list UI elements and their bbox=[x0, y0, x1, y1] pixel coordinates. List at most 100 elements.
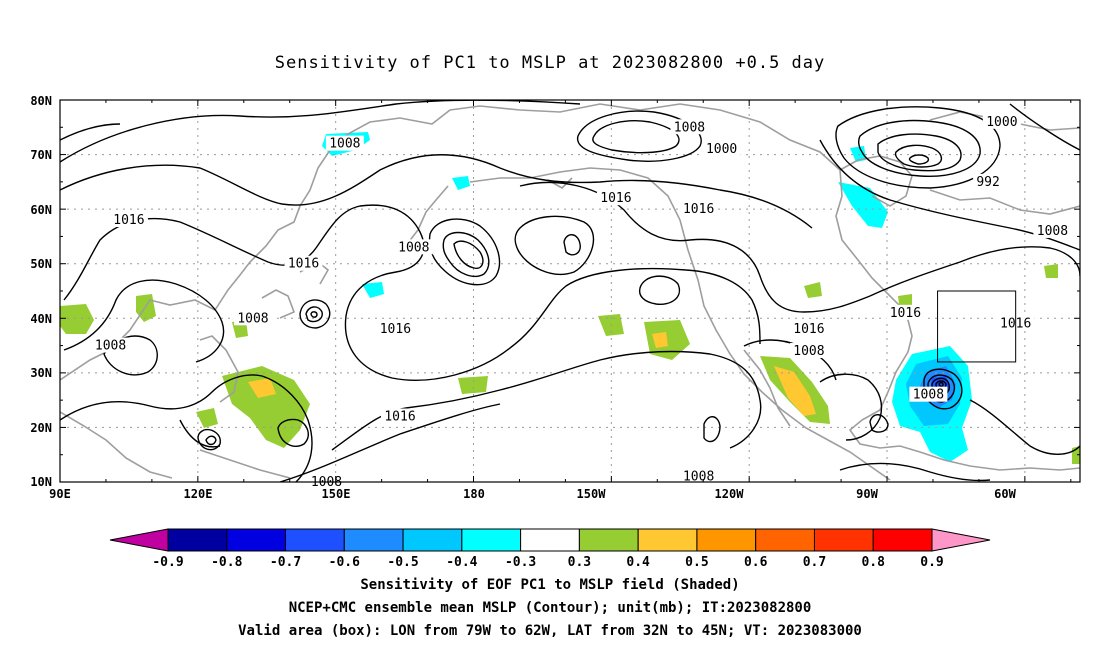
shade-yellow-philippine bbox=[248, 378, 276, 398]
colorbar-label: -0.6 bbox=[329, 555, 360, 570]
latitude-labels: 80N 70N 60N 50N 40N 30N 20N 10N bbox=[30, 94, 52, 489]
colorbar-label: -0.3 bbox=[505, 555, 536, 570]
colorbar-min-triangle bbox=[109, 528, 169, 552]
contour-label-bg bbox=[376, 321, 415, 337]
contour-label: 1008 bbox=[683, 470, 714, 485]
contour-label: 1000 bbox=[706, 142, 737, 157]
colorbar-label: 0.3 bbox=[568, 555, 591, 570]
colorbar-swatch bbox=[637, 528, 698, 552]
colorbar-labels: -0.9 -0.8 -0.7 -0.6 -0.5 -0.4 -0.3 0.3 0.4 0.5 0.6… bbox=[152, 555, 943, 570]
lat-label-60n: 60N bbox=[30, 203, 52, 217]
contour-label: 1016 bbox=[384, 410, 415, 425]
colorbar-label: 0.9 bbox=[920, 555, 943, 570]
lon-label-150w: 150W bbox=[577, 487, 607, 501]
contour-label: 992 bbox=[976, 175, 999, 190]
contour-label-bg bbox=[91, 337, 130, 353]
colorbar-label: 0.8 bbox=[861, 555, 885, 570]
contour-label: 1016 bbox=[288, 257, 319, 272]
contour-label-bg bbox=[909, 386, 948, 402]
colorbar-label: -0.7 bbox=[270, 555, 301, 570]
colorbar-swatch bbox=[343, 528, 404, 552]
colorbar-swatch bbox=[755, 528, 815, 552]
colorbar bbox=[109, 528, 991, 552]
lat-label-50n: 50N bbox=[30, 257, 52, 271]
lat-label-30n: 30N bbox=[30, 366, 52, 380]
colorbar-label: -0.9 bbox=[152, 555, 183, 570]
shade-green-newfoundland bbox=[1044, 264, 1058, 278]
contour-label-bg bbox=[789, 321, 828, 337]
contour-label: 1016 bbox=[890, 306, 921, 321]
contour-label-bg bbox=[702, 141, 741, 157]
lat-label-10n: 10N bbox=[30, 475, 52, 489]
contour-label: 1008 bbox=[1037, 224, 1068, 239]
colorbar-swatch bbox=[813, 528, 874, 552]
colorbar-swatch bbox=[167, 528, 228, 552]
contour-label: 1008 bbox=[674, 120, 705, 135]
contour-label: 1016 bbox=[683, 202, 714, 217]
lon-label-60w: 60W bbox=[994, 487, 1016, 501]
lat-label-20n: 20N bbox=[30, 421, 52, 435]
lat-label-40n: 40N bbox=[30, 312, 52, 326]
lat-label-80n: 80N bbox=[30, 94, 52, 108]
shade-green-bay-of-bengal bbox=[60, 304, 94, 334]
contour-label-bg bbox=[596, 190, 635, 206]
contour-label-bg bbox=[284, 255, 323, 271]
shade-yellow-hawaii-north bbox=[652, 332, 668, 348]
lon-label-120w: 120W bbox=[715, 487, 745, 501]
lon-label-90w: 90W bbox=[856, 487, 878, 501]
contour-label-bg bbox=[789, 343, 828, 359]
contour-label: 1008 bbox=[329, 137, 360, 152]
lat-label-70n: 70N bbox=[30, 148, 52, 162]
mslp-contours bbox=[60, 100, 1080, 482]
lon-label-120e: 120E bbox=[184, 487, 213, 501]
contour-label-bg bbox=[1033, 222, 1072, 238]
valid-area-box bbox=[937, 290, 1017, 363]
lon-label-90e: 90E bbox=[49, 487, 71, 501]
caption-line-3: Valid area (box): LON from 79W to 62W, L… bbox=[238, 623, 862, 639]
colorbar-label: 0.7 bbox=[803, 555, 826, 570]
contour-label: 1008 bbox=[793, 344, 824, 359]
colorbar-swatch bbox=[520, 528, 580, 552]
colorbar-swatch bbox=[226, 528, 287, 552]
contour-label-bg bbox=[381, 408, 419, 424]
contour-label: 1008 bbox=[95, 339, 126, 354]
shade-green-philippine-sea bbox=[222, 366, 310, 448]
contour-label: 1016 bbox=[380, 322, 411, 337]
contour-label: 1016 bbox=[113, 213, 144, 228]
colorbar-swatch bbox=[872, 528, 933, 552]
contour-label-bg bbox=[394, 239, 433, 255]
shade-cyan-greenland-sea bbox=[850, 146, 866, 162]
colorbar-label: -0.5 bbox=[387, 555, 418, 570]
shade-cyan-labrador bbox=[838, 182, 888, 228]
colorbar-swatch bbox=[696, 528, 757, 552]
contour-label: 1008 bbox=[398, 240, 429, 255]
shade-yellow-mexico bbox=[774, 366, 816, 416]
colorbar-swatch bbox=[402, 528, 463, 552]
axis-ticks bbox=[59, 99, 1080, 483]
colorbar-swatch bbox=[461, 528, 522, 552]
coastlines bbox=[60, 103, 1080, 481]
lon-label-180: 180 bbox=[463, 487, 485, 501]
lat-lon-grid bbox=[60, 100, 1080, 482]
colorbar-label: 0.4 bbox=[626, 555, 650, 570]
contour-label: 1008 bbox=[237, 311, 268, 326]
contour-label: 1016 bbox=[600, 191, 631, 206]
colorbar-label: -0.8 bbox=[211, 555, 242, 570]
colorbar-label: 0.5 bbox=[685, 555, 708, 570]
contour-label-bg bbox=[679, 468, 718, 484]
contour-label-bg bbox=[973, 173, 1004, 189]
contour-label-bg bbox=[233, 310, 272, 326]
colorbar-label: -0.4 bbox=[446, 555, 477, 570]
contour-label: 1008 bbox=[913, 388, 944, 403]
longitude-labels: 90E 120E 150E 180 150W 120W 90W 60W bbox=[49, 487, 1016, 501]
lon-label-150e: 150E bbox=[322, 487, 351, 501]
contour-label-bg bbox=[670, 119, 709, 135]
shade-green-central-pacific bbox=[458, 376, 488, 394]
shade-green-gulf-small bbox=[804, 282, 822, 298]
shade-cyan-subarctic-pacific bbox=[362, 282, 384, 298]
shade-green-west-pacific-small bbox=[196, 408, 218, 428]
colorbar-label: 0.6 bbox=[744, 555, 768, 570]
contour-label-bg bbox=[982, 113, 1021, 129]
caption-line-2: NCEP+CMC ensemble mean MSLP (Contour); u… bbox=[289, 600, 812, 616]
